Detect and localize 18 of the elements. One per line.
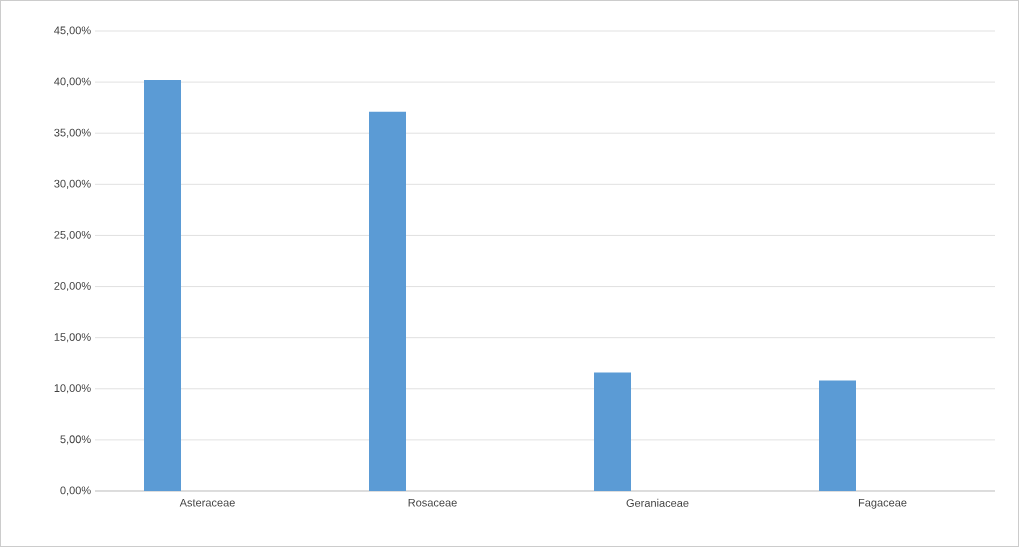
y-tick-label: 40,00%: [54, 77, 91, 87]
y-tick-label: 45,00%: [54, 26, 91, 36]
x-tick-label: Geraniaceae: [626, 498, 689, 507]
y-tick-label: 20,00%: [54, 282, 91, 292]
bar: [594, 372, 632, 491]
bar: [369, 111, 407, 491]
y-tick-label: 15,00%: [54, 333, 91, 343]
y-tick-label: 25,00%: [54, 230, 91, 240]
bar: [819, 380, 857, 491]
x-tick-label: Fagaceae: [858, 498, 907, 509]
bar: [144, 80, 181, 491]
x-tick-label: Asteraceae: [179, 498, 235, 507]
y-tick-label: 5,00%: [60, 435, 91, 445]
x-tick-label: Rosaceae: [408, 498, 457, 507]
y-tick-label: 35,00%: [54, 128, 91, 138]
y-tick-label: 0,00%: [60, 486, 91, 496]
y-tick-label: 30,00%: [54, 179, 91, 189]
y-tick-label: 10,00%: [54, 384, 91, 394]
